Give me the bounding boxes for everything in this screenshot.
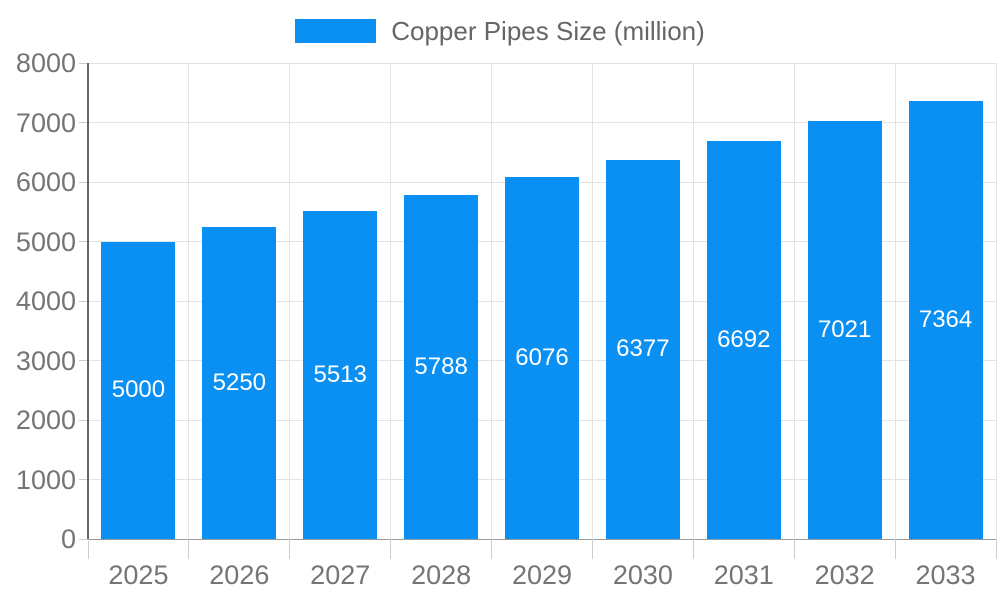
y-tick-mark (79, 122, 88, 123)
y-tick-label: 7000 (15, 107, 76, 138)
x-axis-baseline (88, 538, 996, 540)
x-axis-label: 2030 (612, 560, 673, 590)
bar-value-label: 6076 (515, 344, 569, 372)
y-tick-mark (79, 360, 88, 361)
x-tick-mark (390, 539, 392, 559)
grid-line-vertical (390, 63, 392, 539)
y-tick-mark (79, 62, 88, 64)
y-tick-mark (79, 181, 88, 183)
bar-value-label: 7021 (817, 316, 872, 344)
x-axis-label: 2027 (310, 560, 371, 590)
bar-2031[interactable]: 6692 (706, 140, 781, 539)
grid-line-vertical (289, 63, 291, 539)
bar-2028[interactable]: 5788 (404, 194, 479, 539)
x-axis-label: 2032 (814, 560, 875, 590)
x-axis-label: 2031 (713, 560, 774, 590)
y-tick-mark (79, 300, 88, 302)
grid-line-vertical (491, 63, 493, 539)
y-tick-label: 1000 (15, 464, 76, 495)
y-tick-label: 5000 (15, 226, 76, 257)
x-tick-mark (692, 539, 694, 559)
y-tick-label: 6000 (15, 167, 76, 197)
bar-2027[interactable]: 5513 (303, 210, 378, 539)
y-tick-mark (79, 419, 88, 421)
y-tick-label: 4000 (15, 286, 76, 316)
grid-line-vertical (894, 63, 896, 539)
grid-line-vertical (591, 63, 593, 539)
legend-swatch (295, 19, 377, 43)
y-tick-mark (79, 241, 88, 242)
x-axis-label: 2029 (511, 560, 573, 590)
grid-line-vertical (995, 63, 997, 539)
bar-2029[interactable]: 6076 (505, 177, 579, 539)
grid-line-horizontal (88, 122, 996, 123)
y-tick-mark (79, 479, 88, 480)
x-tick-mark (591, 539, 593, 559)
x-tick-mark (188, 539, 190, 559)
bar-2025[interactable]: 5000 (101, 241, 176, 539)
bar-value-label: 5250 (212, 368, 267, 396)
x-tick-mark (87, 539, 89, 559)
y-tick-label: 2000 (15, 405, 76, 435)
x-tick-mark (289, 539, 291, 559)
y-tick-label: 8000 (15, 48, 76, 78)
bar-2032[interactable]: 7021 (807, 121, 882, 539)
grid-line-vertical (692, 63, 694, 539)
x-tick-mark (995, 539, 997, 559)
grid-line-horizontal (88, 62, 996, 64)
x-axis-label: 2026 (209, 560, 270, 590)
legend-label: Copper Pipes Size (million) (391, 15, 705, 46)
x-axis-label: 2028 (411, 560, 472, 590)
bar-value-label: 5788 (414, 352, 468, 380)
grid-line-vertical (188, 63, 190, 539)
bar-value-label: 7364 (918, 305, 973, 333)
bar-value-label: 5000 (111, 376, 166, 404)
bar-value-label: 5513 (313, 360, 367, 388)
grid-line-vertical (793, 63, 795, 539)
x-tick-mark (894, 539, 896, 559)
y-tick-mark (79, 538, 88, 540)
y-tick-label: 0 (60, 524, 76, 554)
y-tick-label: 3000 (15, 345, 76, 376)
x-tick-mark (491, 539, 493, 559)
bar-2030[interactable]: 6377 (605, 159, 680, 539)
y-axis-line (87, 63, 89, 539)
x-tick-mark (793, 539, 795, 559)
bar-2033[interactable]: 7364 (908, 100, 983, 539)
bar-value-label: 6377 (616, 335, 670, 363)
x-axis-label: 2025 (108, 560, 169, 590)
bar-value-label: 6692 (717, 325, 771, 353)
x-axis-label: 2033 (915, 560, 976, 590)
bar-2026[interactable]: 5250 (202, 226, 277, 539)
legend-item[interactable]: Copper Pipes Size (million) (0, 10, 1000, 52)
